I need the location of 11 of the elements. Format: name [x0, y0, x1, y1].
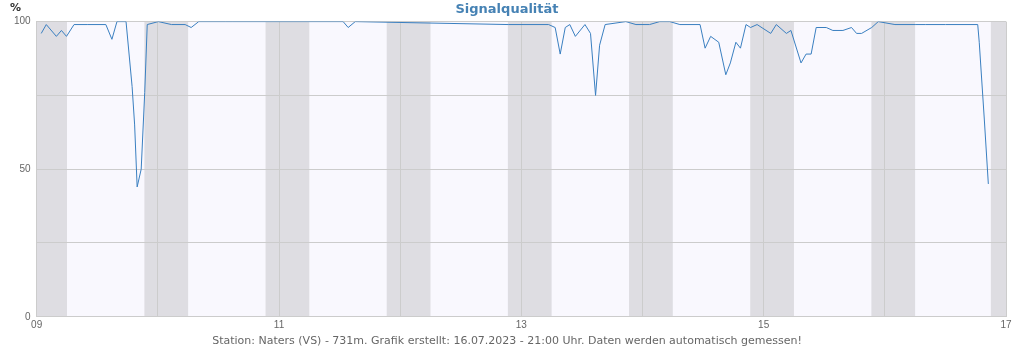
x-tick-label: 11: [273, 318, 285, 330]
text: Station: Naters (VS) - 731m. Grafik erstellt: 16.07.2023 - 21:00 Uhr. Daten werden automatisch gemessen!: [212, 334, 802, 348]
chart-title: Signalqualität: [455, 1, 559, 17]
x-tick-label: 09: [31, 318, 43, 330]
y-tick-label: 50: [19, 162, 32, 174]
y-tick-label: 0: [25, 310, 32, 322]
x-tick-label: 17: [1000, 318, 1012, 330]
y-axis-title: %: [10, 0, 22, 14]
x-tick-label: 13: [515, 318, 528, 330]
x-tick-label: 15: [758, 318, 770, 330]
y-tick-label: 100: [14, 15, 32, 27]
